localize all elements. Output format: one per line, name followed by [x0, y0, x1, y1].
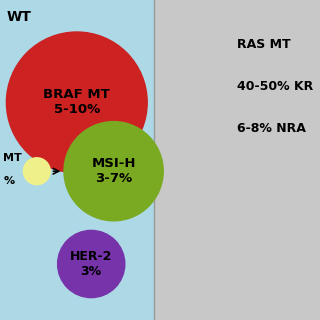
- Circle shape: [6, 32, 147, 173]
- Text: %: %: [3, 176, 14, 186]
- Circle shape: [58, 230, 125, 298]
- Text: MT: MT: [3, 153, 22, 164]
- Bar: [154, 0, 320, 320]
- Bar: [0, 0, 154, 320]
- Text: 40-50% KR: 40-50% KR: [237, 80, 313, 93]
- Circle shape: [23, 158, 50, 185]
- Text: BRAF MT
5-10%: BRAF MT 5-10%: [44, 88, 110, 116]
- Text: HER-2
3%: HER-2 3%: [70, 250, 112, 278]
- Text: 6-8% NRA: 6-8% NRA: [237, 122, 306, 135]
- Circle shape: [64, 122, 163, 221]
- Text: WT: WT: [6, 10, 31, 24]
- Text: MSI-H
3-7%: MSI-H 3-7%: [91, 157, 136, 185]
- Text: RAS MT: RAS MT: [237, 38, 291, 52]
